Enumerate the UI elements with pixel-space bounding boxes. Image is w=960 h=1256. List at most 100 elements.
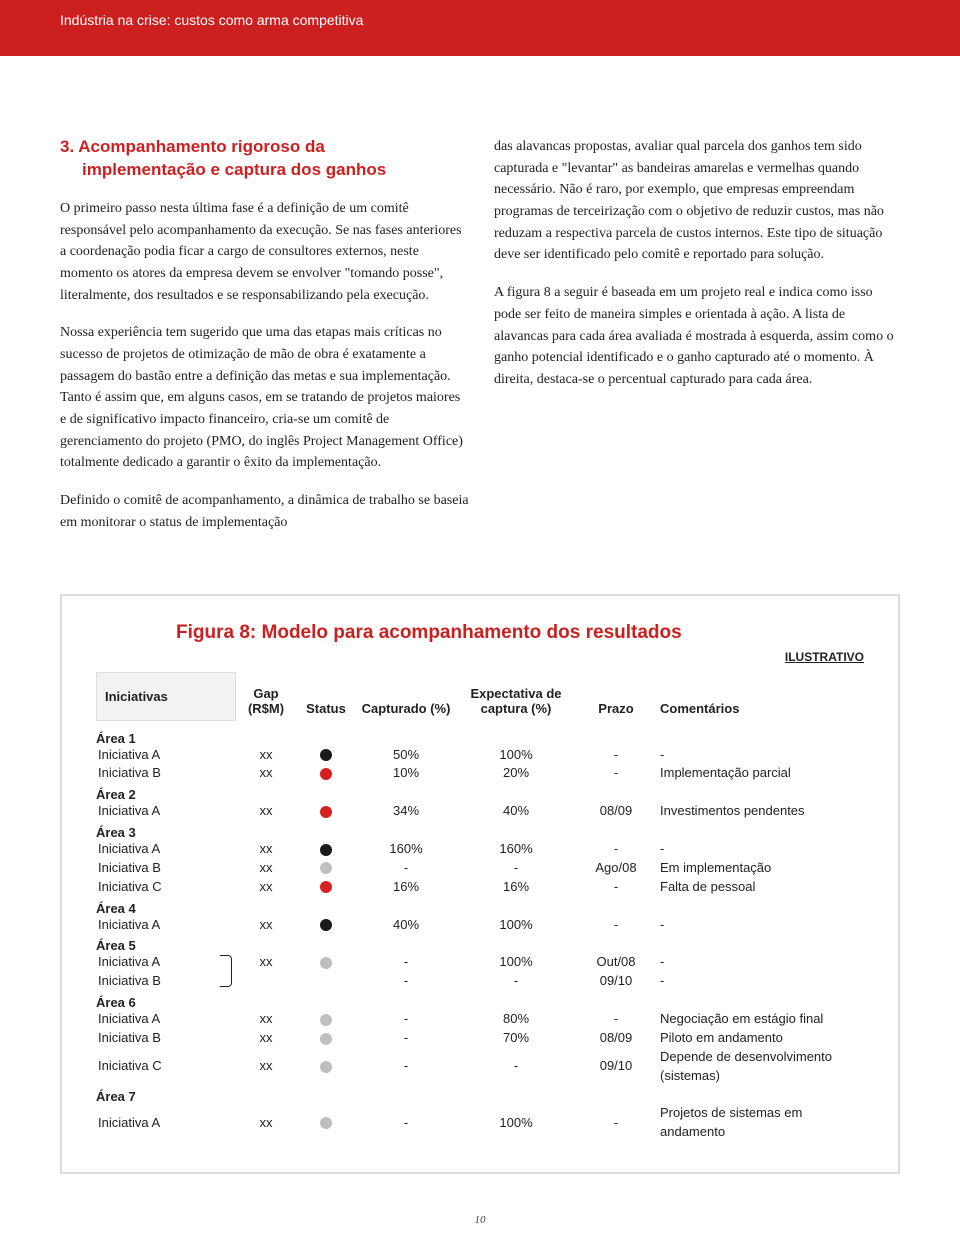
cell-gap: xx bbox=[236, 916, 296, 935]
col-header-capturado: Capturado (%) bbox=[356, 702, 456, 721]
cell-gap: xx bbox=[236, 1010, 296, 1029]
cell-iniciativa: Iniciativa A bbox=[96, 840, 236, 859]
table-row: Iniciativa Axx160%160%-- bbox=[96, 840, 864, 859]
col-header-prazo: Prazo bbox=[576, 702, 656, 721]
cell-expectativa: 100% bbox=[456, 746, 576, 765]
page-content: 3. Acompanhamento rigoroso da implementa… bbox=[0, 56, 960, 1256]
cell-prazo: 09/10 bbox=[576, 1057, 656, 1076]
table-row: Iniciativa Cxx16%16%-Falta de pessoal bbox=[96, 878, 864, 897]
right-para-1: das alavancas propostas, avaliar qual pa… bbox=[494, 136, 900, 266]
cell-comentarios: Projetos de sistemas em andamento bbox=[656, 1104, 864, 1142]
cell-status bbox=[296, 764, 356, 783]
figure-8: Figura 8: Modelo para acompanhamento dos… bbox=[60, 594, 900, 1175]
figure-table-body: Área 1Iniciativa Axx50%100%--Iniciativa … bbox=[96, 731, 864, 1143]
cell-expectativa: - bbox=[456, 859, 576, 878]
cell-gap: xx bbox=[236, 859, 296, 878]
cell-expectativa: - bbox=[456, 972, 576, 991]
cell-capturado: - bbox=[356, 1029, 456, 1048]
cell-prazo: - bbox=[576, 878, 656, 897]
cell-expectativa: 100% bbox=[456, 916, 576, 935]
cell-status bbox=[296, 916, 356, 935]
bridge-para: Definido o comitê de acompanhamento, a d… bbox=[60, 490, 470, 533]
cell-comentarios: - bbox=[656, 972, 864, 991]
cell-prazo: - bbox=[576, 1114, 656, 1133]
table-row: Iniciativa Axx-100%Out/08- bbox=[96, 953, 864, 972]
cell-prazo: - bbox=[576, 916, 656, 935]
table-row: Iniciativa Bxx-70%08/09Piloto em andamen… bbox=[96, 1029, 864, 1048]
table-row: Iniciativa Cxx--09/10Depende de desenvol… bbox=[96, 1048, 864, 1086]
cell-prazo: Ago/08 bbox=[576, 859, 656, 878]
cell-status bbox=[296, 1029, 356, 1048]
cell-prazo: - bbox=[576, 764, 656, 783]
cell-prazo: - bbox=[576, 840, 656, 859]
cell-capturado: 16% bbox=[356, 878, 456, 897]
cell-expectativa: 40% bbox=[456, 802, 576, 821]
cell-expectativa: 160% bbox=[456, 840, 576, 859]
cell-capturado: - bbox=[356, 859, 456, 878]
area-label: Área 6 bbox=[96, 995, 864, 1010]
section-number: 3. bbox=[60, 137, 74, 156]
col-header-expectativa: Expectativa de captura (%) bbox=[456, 687, 576, 721]
cell-comentarios: Negociação em estágio final bbox=[656, 1010, 864, 1029]
cell-expectativa: 16% bbox=[456, 878, 576, 897]
cell-iniciativa: Iniciativa A bbox=[96, 1114, 236, 1133]
status-dot-icon bbox=[320, 1061, 332, 1073]
area-label: Área 7 bbox=[96, 1089, 864, 1104]
bracket-group: Iniciativa Axx-100%Out/08-Iniciativa B--… bbox=[96, 953, 864, 991]
cell-expectativa: 100% bbox=[456, 1114, 576, 1133]
status-dot-icon bbox=[320, 1117, 332, 1129]
status-dot-icon bbox=[320, 749, 332, 761]
area-label: Área 1 bbox=[96, 731, 864, 746]
cell-prazo: - bbox=[576, 1010, 656, 1029]
cell-prazo: Out/08 bbox=[576, 953, 656, 972]
figure-table: Iniciativas Gap (R$M) Status Capturado (… bbox=[96, 672, 864, 1143]
bracket-icon bbox=[220, 955, 232, 987]
status-dot-icon bbox=[320, 844, 332, 856]
cell-gap: xx bbox=[236, 1114, 296, 1133]
table-row: Iniciativa Axx50%100%-- bbox=[96, 746, 864, 765]
cell-gap: xx bbox=[236, 840, 296, 859]
cell-expectativa: 100% bbox=[456, 953, 576, 972]
cell-capturado: - bbox=[356, 972, 456, 991]
cell-gap: xx bbox=[236, 1057, 296, 1076]
cell-expectativa: - bbox=[456, 1057, 576, 1076]
section-title-line1: Acompanhamento rigoroso da bbox=[78, 137, 325, 156]
area-label: Área 4 bbox=[96, 901, 864, 916]
cell-status bbox=[296, 1114, 356, 1133]
status-dot-icon bbox=[320, 1014, 332, 1026]
cell-iniciativa: Iniciativa A bbox=[96, 916, 236, 935]
cell-comentarios: Falta de pessoal bbox=[656, 878, 864, 897]
cell-capturado: - bbox=[356, 1114, 456, 1133]
cell-capturado: 160% bbox=[356, 840, 456, 859]
cell-comentarios: - bbox=[656, 746, 864, 765]
cell-gap: xx bbox=[236, 953, 296, 972]
cell-status bbox=[296, 878, 356, 897]
cell-prazo: - bbox=[576, 746, 656, 765]
cell-gap: xx bbox=[236, 802, 296, 821]
col-header-comentarios: Comentários bbox=[656, 702, 864, 721]
cell-iniciativa: Iniciativa C bbox=[96, 1057, 236, 1076]
left-para-1: O primeiro passo nesta última fase é a d… bbox=[60, 198, 466, 306]
figure-tag: ILUSTRATIVO bbox=[96, 650, 864, 664]
cell-gap: xx bbox=[236, 1029, 296, 1048]
cell-prazo: 09/10 bbox=[576, 972, 656, 991]
status-dot-icon bbox=[320, 919, 332, 931]
cell-comentarios: - bbox=[656, 953, 864, 972]
cell-expectativa: 70% bbox=[456, 1029, 576, 1048]
table-row: Iniciativa B--09/10- bbox=[96, 972, 864, 991]
cell-capturado: - bbox=[356, 1057, 456, 1076]
figure-table-header: Iniciativas Gap (R$M) Status Capturado (… bbox=[96, 672, 864, 721]
cell-iniciativa: Iniciativa B bbox=[96, 764, 236, 783]
header-title: Indústria na crise: custos como arma com… bbox=[60, 12, 363, 28]
cell-comentarios: Investimentos pendentes bbox=[656, 802, 864, 821]
cell-status bbox=[296, 840, 356, 859]
table-row: Iniciativa Bxx--Ago/08Em implementação bbox=[96, 859, 864, 878]
cell-status bbox=[296, 746, 356, 765]
table-row: Iniciativa Axx-100%-Projetos de sistemas… bbox=[96, 1104, 864, 1142]
cell-prazo: 08/09 bbox=[576, 1029, 656, 1048]
cell-gap: xx bbox=[236, 764, 296, 783]
status-dot-icon bbox=[320, 957, 332, 969]
cell-prazo: 08/09 bbox=[576, 802, 656, 821]
cell-gap: xx bbox=[236, 746, 296, 765]
cell-expectativa: 80% bbox=[456, 1010, 576, 1029]
